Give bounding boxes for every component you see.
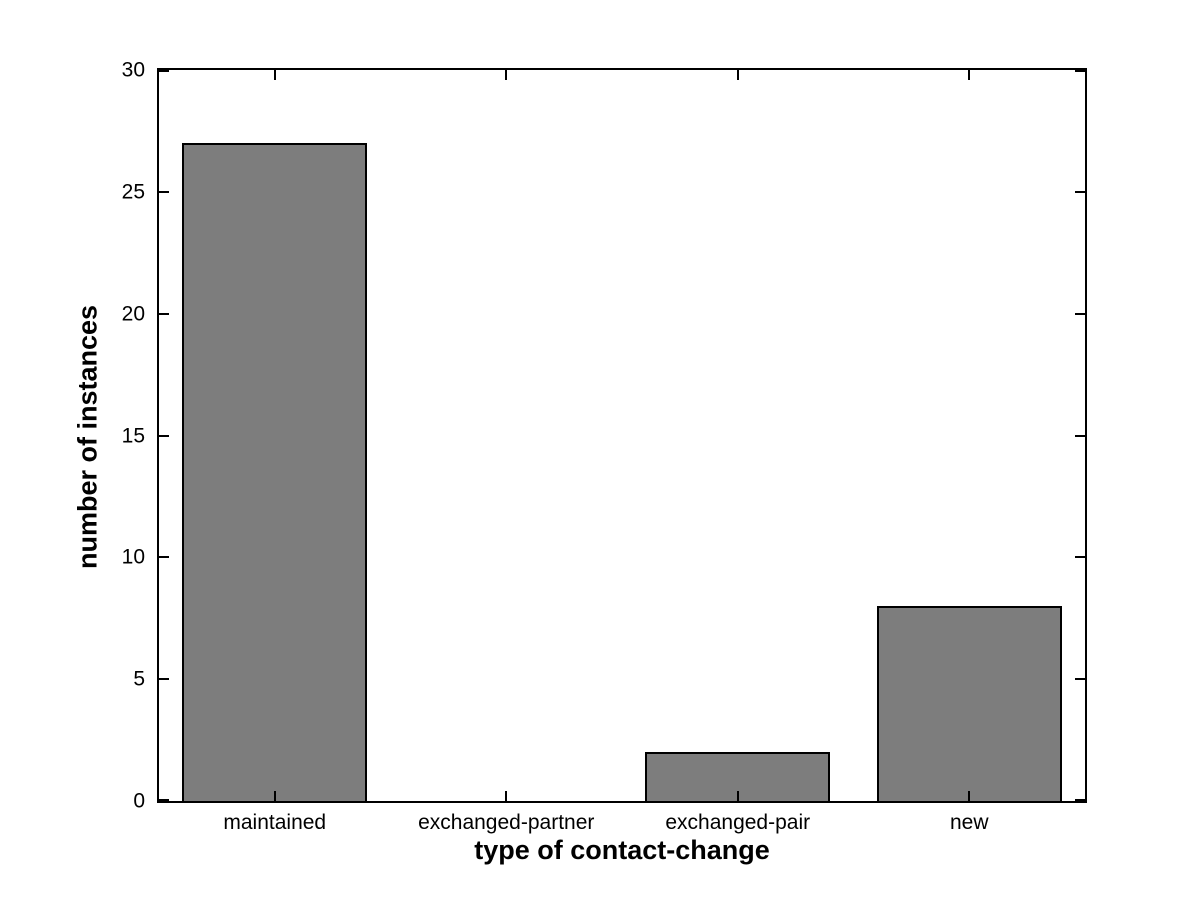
x-tick xyxy=(968,791,971,801)
y-tick xyxy=(1075,556,1085,559)
y-tick xyxy=(159,799,169,801)
y-tick xyxy=(1075,678,1085,681)
x-axis-label: type of contact-change xyxy=(474,835,770,865)
bar-maintained xyxy=(182,143,368,801)
y-tick xyxy=(159,70,169,72)
bar-new xyxy=(876,606,1062,801)
y-tick xyxy=(159,312,169,315)
x-tick-label: new xyxy=(949,811,989,834)
y-tick-label: 10 xyxy=(121,545,145,569)
y-tick xyxy=(1075,434,1085,437)
x-tick xyxy=(505,791,508,801)
x-tick-label: maintained xyxy=(223,811,327,834)
x-tick xyxy=(968,70,971,80)
y-tick xyxy=(1075,190,1085,193)
y-tick-label: 25 xyxy=(121,180,145,204)
x-tick-label: exchanged-pair xyxy=(665,811,811,834)
y-tick xyxy=(159,190,169,193)
plot-area xyxy=(157,68,1087,803)
x-tick xyxy=(736,791,739,801)
y-tick-label: 20 xyxy=(121,302,145,326)
y-tick xyxy=(1075,799,1085,801)
y-tick xyxy=(159,678,169,681)
x-tick-label: exchanged-partner xyxy=(418,811,595,834)
x-tick xyxy=(273,70,276,80)
y-tick xyxy=(159,556,169,559)
y-tick xyxy=(1075,70,1085,72)
y-tick-label: 15 xyxy=(121,424,145,447)
y-tick xyxy=(1075,312,1085,315)
x-tick xyxy=(736,70,739,80)
y-tick-label: 0 xyxy=(133,789,145,813)
y-tick-label: 30 xyxy=(121,58,145,82)
x-tick xyxy=(505,70,508,80)
y-tick xyxy=(159,434,169,437)
y-tick-label: 5 xyxy=(133,667,145,691)
x-tick xyxy=(273,791,276,801)
